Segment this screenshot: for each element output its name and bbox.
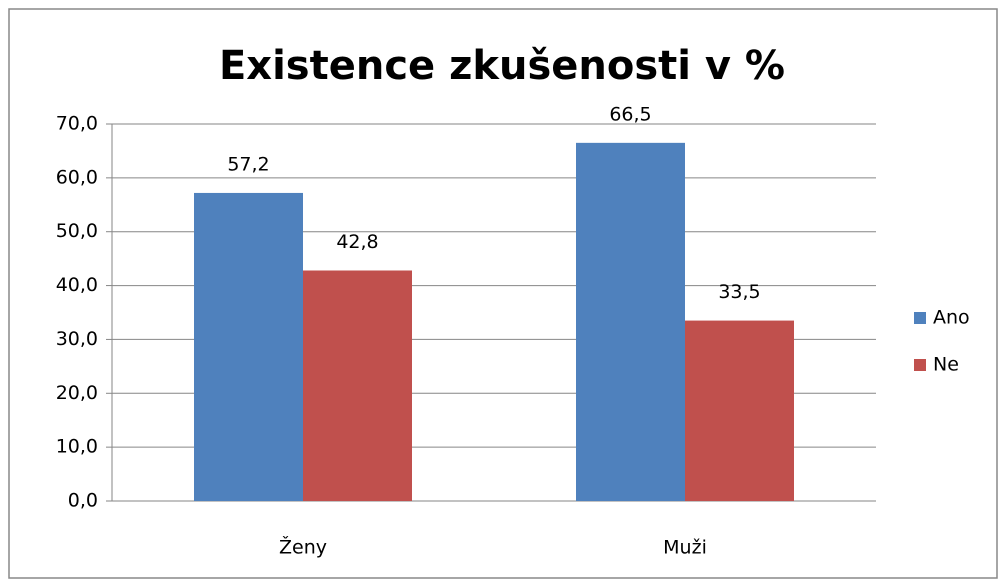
bar	[303, 270, 412, 501]
y-tick-label: 30,0	[56, 328, 98, 350]
y-tick-label: 40,0	[56, 274, 98, 296]
bar	[576, 142, 685, 501]
y-tick-label: 70,0	[56, 113, 98, 135]
y-tick-label: 0,0	[68, 490, 98, 512]
chart-title: Existence zkušenosti v %	[219, 43, 785, 89]
legend-swatch	[914, 359, 926, 371]
value-label: 33,5	[718, 281, 760, 303]
legend-swatch	[914, 312, 926, 324]
value-label: 57,2	[227, 153, 269, 175]
y-tick-label: 50,0	[56, 220, 98, 242]
value-label: 42,8	[336, 231, 378, 253]
bar	[194, 192, 303, 502]
value-label: 66,5	[609, 103, 651, 125]
y-tick-label: 10,0	[56, 436, 98, 458]
x-tick-label: Ženy	[279, 536, 327, 559]
legend-label: Ne	[933, 354, 959, 376]
y-tick-label: 60,0	[56, 166, 98, 188]
legend-label: Ano	[933, 307, 970, 329]
x-tick-label: Muži	[663, 537, 707, 559]
y-tick-label: 20,0	[56, 382, 98, 404]
chart-border	[8, 8, 998, 579]
bar	[685, 320, 794, 501]
